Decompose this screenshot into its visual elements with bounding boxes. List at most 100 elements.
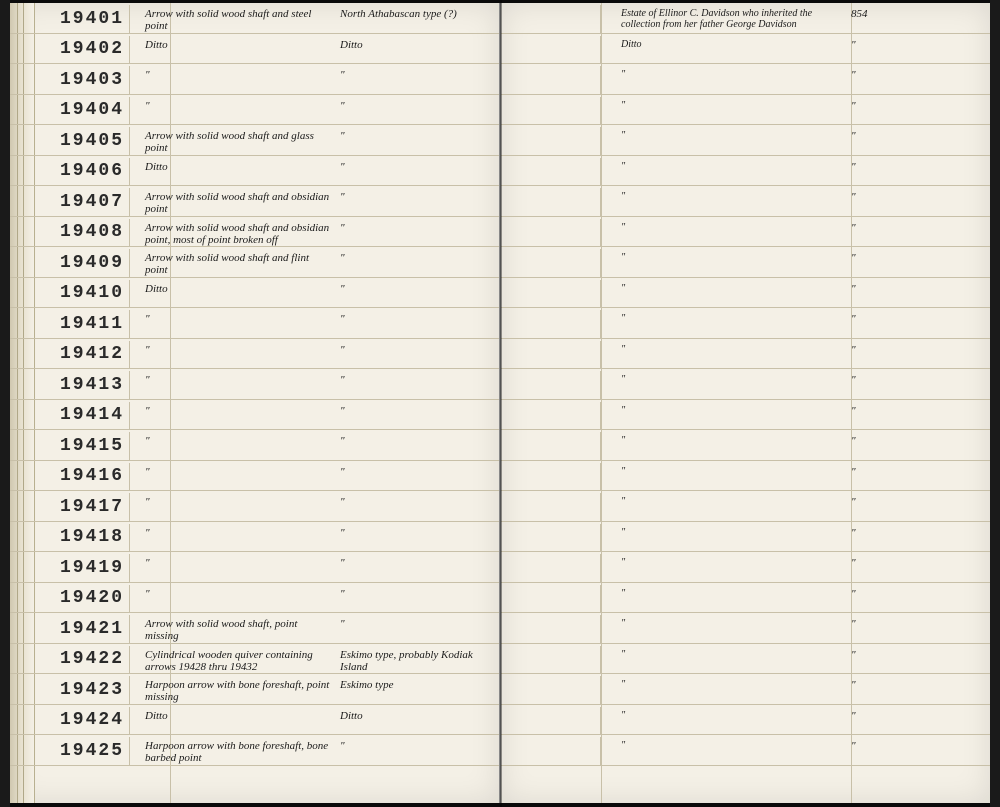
ledger-row: 19421Arrow with solid wood shaft, point … xyxy=(10,613,499,644)
reference-number: " xyxy=(841,188,941,203)
ledger-row: "" xyxy=(501,156,990,187)
ledger-row: 19416"" xyxy=(10,461,499,492)
source-provenance: " xyxy=(601,493,841,507)
item-description: Harpoon arrow with bone foreshaft, bone … xyxy=(130,737,330,764)
item-description: " xyxy=(130,371,330,386)
catalog-id: 19407 xyxy=(10,188,130,216)
source-provenance: " xyxy=(601,249,841,263)
item-locality: " xyxy=(330,341,490,356)
ledger-row: 19412"" xyxy=(10,339,499,370)
catalog-id: 19414 xyxy=(10,402,130,430)
ledger-row: "" xyxy=(501,644,990,675)
item-description: " xyxy=(130,463,330,478)
source-provenance: " xyxy=(601,646,841,660)
blank-column xyxy=(501,97,601,125)
ledger-row: "" xyxy=(501,64,990,95)
ledger-row: 19417"" xyxy=(10,491,499,522)
catalog-id: 19423 xyxy=(10,676,130,704)
item-description: Ditto xyxy=(130,36,330,51)
catalog-id: 19408 xyxy=(10,219,130,247)
item-description: Arrow with solid wood shaft and obsidian… xyxy=(130,219,330,246)
ledger-row: Estate of Ellinor C. Davidson who inheri… xyxy=(501,3,990,34)
catalog-id: 19419 xyxy=(10,554,130,582)
catalog-id: 19425 xyxy=(10,737,130,765)
ledger-row: "" xyxy=(501,125,990,156)
catalog-id: 19410 xyxy=(10,280,130,308)
blank-column xyxy=(501,66,601,94)
item-locality: " xyxy=(330,585,490,600)
blank-column xyxy=(501,432,601,460)
reference-number: " xyxy=(841,646,941,661)
ledger-row: 19419"" xyxy=(10,552,499,583)
item-description: " xyxy=(130,310,330,325)
reference-number: " xyxy=(841,371,941,386)
reference-number: " xyxy=(841,66,941,81)
item-description: " xyxy=(130,554,330,569)
reference-number: " xyxy=(841,585,941,600)
blank-column xyxy=(501,249,601,277)
catalog-id: 19405 xyxy=(10,127,130,155)
item-description: Ditto xyxy=(130,280,330,295)
source-provenance: Estate of Ellinor C. Davidson who inheri… xyxy=(601,5,841,30)
item-locality: North Athabascan type (?) xyxy=(330,5,490,20)
item-description: Arrow with solid wood shaft and glass po… xyxy=(130,127,330,154)
ledger-row: 19425Harpoon arrow with bone foreshaft, … xyxy=(10,735,499,766)
blank-column xyxy=(501,676,601,704)
blank-column xyxy=(501,371,601,399)
ledger-row: "" xyxy=(501,369,990,400)
ledger-row: "" xyxy=(501,674,990,705)
ledger-row: 19409Arrow with solid wood shaft and fli… xyxy=(10,247,499,278)
ledger-row: 19403"" xyxy=(10,64,499,95)
catalog-id: 19418 xyxy=(10,524,130,552)
ledger-row: 19411"" xyxy=(10,308,499,339)
reference-number: " xyxy=(841,97,941,112)
blank-column xyxy=(501,737,601,765)
item-locality: " xyxy=(330,188,490,203)
ledger-row: "" xyxy=(501,613,990,644)
source-provenance: " xyxy=(601,707,841,721)
source-provenance: " xyxy=(601,341,841,355)
item-description: Arrow with solid wood shaft, point missi… xyxy=(130,615,330,642)
catalog-id: 19416 xyxy=(10,463,130,491)
blank-column xyxy=(501,585,601,613)
ledger-row: 19414"" xyxy=(10,400,499,431)
blank-column xyxy=(501,188,601,216)
blank-column xyxy=(501,310,601,338)
catalog-id: 19417 xyxy=(10,493,130,521)
ledger-row: 19408Arrow with solid wood shaft and obs… xyxy=(10,217,499,248)
ledger-row: "" xyxy=(501,339,990,370)
ledger-row: "" xyxy=(501,400,990,431)
item-locality: " xyxy=(330,493,490,508)
reference-number: " xyxy=(841,310,941,325)
item-locality: " xyxy=(330,615,490,630)
catalog-id: 19412 xyxy=(10,341,130,369)
catalog-id: 19424 xyxy=(10,707,130,735)
item-description: " xyxy=(130,97,330,112)
reference-number: " xyxy=(841,463,941,478)
catalog-id: 19404 xyxy=(10,97,130,125)
reference-number: " xyxy=(841,341,941,356)
blank-column xyxy=(501,524,601,552)
reference-number: " xyxy=(841,737,941,752)
ledger-row: "" xyxy=(501,552,990,583)
blank-column xyxy=(501,402,601,430)
blank-column xyxy=(501,646,601,674)
item-description: Arrow with solid wood shaft and flint po… xyxy=(130,249,330,276)
item-description: Arrow with solid wood shaft and steel po… xyxy=(130,5,330,32)
reference-number: " xyxy=(841,707,941,722)
item-description: " xyxy=(130,402,330,417)
source-provenance: " xyxy=(601,158,841,172)
reference-number: " xyxy=(841,432,941,447)
ledger-row: "" xyxy=(501,217,990,248)
ledger-row: 19423Harpoon arrow with bone foreshaft, … xyxy=(10,674,499,705)
catalog-id: 19415 xyxy=(10,432,130,460)
item-description: " xyxy=(130,432,330,447)
item-locality: " xyxy=(330,219,490,234)
ledger-row: 19406Ditto" xyxy=(10,156,499,187)
reference-number: " xyxy=(841,158,941,173)
left-page: 19401Arrow with solid wood shaft and ste… xyxy=(10,3,500,803)
ledger-row: 19410Ditto" xyxy=(10,278,499,309)
source-provenance: " xyxy=(601,371,841,385)
source-provenance: " xyxy=(601,127,841,141)
catalog-id: 19421 xyxy=(10,615,130,643)
